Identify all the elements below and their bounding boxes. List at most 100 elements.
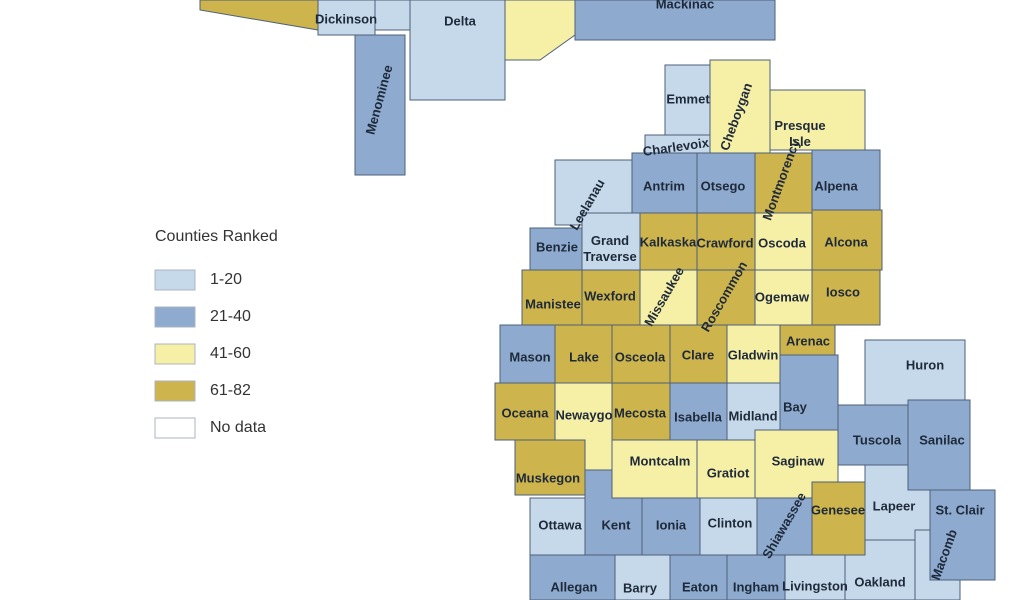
county-label: Emmet bbox=[666, 91, 710, 106]
county bbox=[641, 497, 701, 556]
county-label: Oscoda bbox=[758, 235, 806, 250]
county-label: Gratiot bbox=[707, 465, 750, 480]
county-label: Iosco bbox=[826, 284, 860, 299]
legend-swatch bbox=[154, 417, 196, 439]
county bbox=[317, 0, 376, 36]
county-label: Benzie bbox=[536, 239, 578, 254]
county bbox=[699, 497, 758, 556]
county bbox=[669, 324, 728, 384]
county bbox=[574, 0, 776, 41]
legend-swatch bbox=[154, 306, 196, 328]
legend-label: No data bbox=[210, 419, 266, 436]
county bbox=[664, 64, 711, 138]
legend-label: 21-40 bbox=[210, 308, 251, 325]
county bbox=[529, 554, 616, 600]
county-label: Barry bbox=[623, 580, 658, 595]
county-label: Dickinson bbox=[315, 11, 377, 26]
county bbox=[614, 554, 671, 600]
county-label: Antrim bbox=[643, 178, 685, 193]
county bbox=[726, 324, 781, 384]
legend-label: 61-82 bbox=[210, 382, 251, 399]
county bbox=[709, 59, 771, 154]
county bbox=[409, 0, 506, 101]
county bbox=[811, 481, 866, 556]
county-label: Mason bbox=[509, 349, 550, 364]
legend-swatch bbox=[154, 380, 196, 402]
county-label: Muskegon bbox=[516, 470, 580, 485]
county-label: Livingston bbox=[782, 578, 848, 593]
county bbox=[754, 152, 813, 214]
county-label: Isabella bbox=[674, 409, 722, 424]
county-label: Allegan bbox=[551, 579, 598, 594]
legend: 1-20 21-40 41-60 61-82 No data bbox=[154, 269, 266, 439]
county bbox=[611, 324, 671, 384]
county-label: Clare bbox=[682, 347, 715, 362]
county-label: Saginaw bbox=[772, 453, 826, 468]
county-label: Otsego bbox=[701, 178, 746, 193]
county-label: Ingham bbox=[733, 579, 779, 594]
county-label: Kalkaska bbox=[640, 234, 697, 249]
county-label: Bay bbox=[783, 399, 808, 414]
county-label: Eaton bbox=[682, 579, 718, 594]
county bbox=[354, 34, 406, 176]
county bbox=[554, 324, 613, 384]
county bbox=[494, 382, 556, 441]
county bbox=[696, 439, 756, 499]
county bbox=[611, 382, 671, 441]
county-label: Oakland bbox=[854, 574, 905, 589]
county bbox=[696, 269, 756, 326]
county bbox=[514, 439, 586, 496]
county-label: Kent bbox=[602, 517, 632, 532]
legend-label: 41-60 bbox=[210, 345, 251, 362]
county-label: Crawford bbox=[696, 235, 753, 250]
county-label: Clinton bbox=[708, 515, 753, 530]
county-label: Lapeer bbox=[873, 498, 916, 513]
county-label: Genesee bbox=[811, 502, 865, 517]
county-label: Tuscola bbox=[853, 432, 902, 447]
county bbox=[529, 497, 586, 556]
county bbox=[611, 439, 698, 499]
county bbox=[696, 212, 756, 271]
county bbox=[726, 554, 786, 600]
county-label: Osceola bbox=[615, 349, 666, 364]
county bbox=[811, 269, 881, 326]
county bbox=[929, 489, 996, 581]
county-label: Sanilac bbox=[919, 432, 965, 447]
county-label: Gladwin bbox=[728, 347, 779, 362]
county-label: Huron bbox=[906, 357, 944, 372]
county-label: Ottawa bbox=[538, 517, 582, 532]
county bbox=[907, 399, 971, 491]
county-label: Mecosta bbox=[614, 405, 667, 420]
legend-swatch bbox=[154, 343, 196, 365]
county-label: Delta bbox=[444, 13, 477, 28]
county-label: Lake bbox=[569, 349, 599, 364]
county-label: Alcona bbox=[824, 234, 868, 249]
legend-label: 1-20 bbox=[210, 271, 242, 288]
counties bbox=[199, 0, 996, 600]
county bbox=[521, 269, 583, 326]
county-label: Mackinac bbox=[656, 0, 715, 11]
county-label: Montcalm bbox=[630, 453, 691, 468]
county-label: Manistee bbox=[525, 296, 581, 311]
county-label: St. Clair bbox=[935, 502, 984, 517]
county-unlabeled bbox=[199, 0, 319, 31]
county bbox=[769, 89, 866, 151]
county-label: Wexford bbox=[584, 288, 636, 303]
county bbox=[631, 152, 698, 214]
county-label: Presque Isle bbox=[774, 118, 825, 149]
county bbox=[779, 324, 836, 356]
county-unlabeled bbox=[504, 0, 576, 61]
county bbox=[529, 227, 583, 271]
county-unlabeled bbox=[374, 0, 411, 31]
county-label: Ionia bbox=[656, 517, 687, 532]
county bbox=[811, 149, 881, 211]
legend-title: Counties Ranked bbox=[155, 228, 278, 245]
county-label: Midland bbox=[728, 408, 777, 423]
county-label: Oceana bbox=[502, 405, 550, 420]
county-label: Arenac bbox=[786, 333, 830, 348]
county bbox=[864, 339, 966, 406]
county-label: Ogemaw bbox=[755, 289, 810, 304]
county bbox=[779, 354, 839, 441]
county-label: Newaygo bbox=[555, 407, 612, 422]
